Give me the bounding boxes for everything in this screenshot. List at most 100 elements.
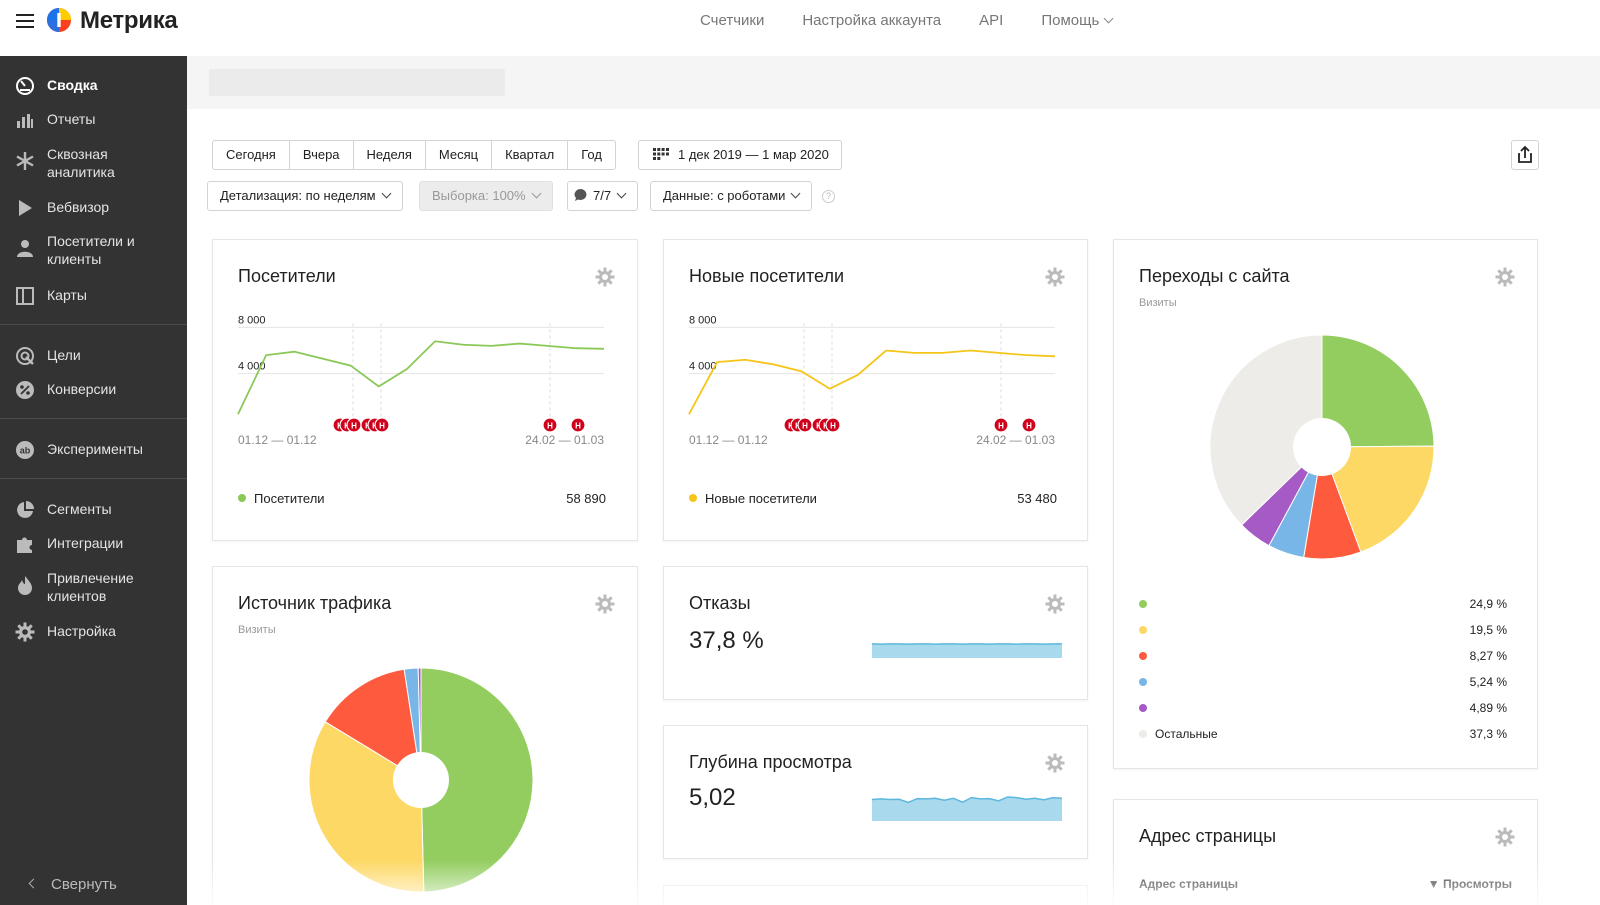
widget-title: Посетители — [238, 266, 336, 286]
widget-title: Отказы — [689, 593, 751, 613]
sidebar-collapse-button[interactable]: Свернуть — [28, 876, 117, 893]
legend-total: 58 890 — [566, 491, 606, 506]
chevron-left-icon — [28, 878, 39, 889]
menu-icon[interactable] — [16, 14, 34, 28]
widget-page-address: Адрес страницы Адрес страницы ▼ Просмотр… — [1113, 799, 1538, 905]
app-name[interactable]: Метрика — [80, 7, 178, 34]
flame-icon — [18, 576, 32, 595]
pie-icon — [17, 501, 34, 518]
sidebar-item-label: Посетители и клиенты — [47, 233, 135, 267]
period-month[interactable]: Месяц — [426, 141, 493, 169]
legend-pct: 8,27 % — [1469, 649, 1507, 663]
gear-icon[interactable] — [595, 267, 615, 287]
chevron-down-icon — [531, 188, 542, 199]
chevron-down-icon — [790, 188, 801, 199]
note-badge — [993, 417, 1009, 433]
sidebar-divider — [0, 324, 187, 325]
traffic-source-pie-chart — [308, 667, 534, 893]
ab-icon: ab — [16, 441, 34, 459]
referrals-legend: 24,9 % 19,5 % 8,27 % 5,24 % 4,89 % Остал… — [1139, 597, 1507, 753]
legend-item[interactable]: 19,5 % — [1139, 623, 1507, 649]
svg-text:ab: ab — [20, 446, 31, 456]
legend-item[interactable]: 8,27 % — [1139, 649, 1507, 675]
legend-item[interactable]: 4,89 % — [1139, 701, 1507, 727]
legend-new-visitors: Новые посетители 53 480 — [689, 491, 1057, 506]
nav-help[interactable]: Помощь — [1041, 12, 1114, 29]
date-range-label: 1 дек 2019 — 1 мар 2020 — [678, 147, 829, 162]
sparkline-area — [872, 643, 1062, 658]
pie-slice — [324, 668, 422, 781]
top-bar: Метрика Счетчики Настройка аккаунта API … — [0, 0, 1600, 56]
nav-counters[interactable]: Счетчики — [700, 12, 765, 29]
legend-item[interactable]: 24,9 % — [1139, 597, 1507, 623]
gear-icon[interactable] — [1045, 267, 1065, 287]
sidebar-item-label: Сегменты — [47, 501, 112, 517]
gear-icon[interactable] — [1045, 594, 1065, 614]
detail-dropdown[interactable]: Детализация: по неделям — [207, 181, 403, 211]
nav-api[interactable]: API — [979, 12, 1004, 29]
robots-dropdown[interactable]: Данные: с роботами — [650, 181, 813, 211]
legend-total: 53 480 — [1017, 491, 1057, 506]
note-badge — [825, 417, 841, 433]
speech-bubble-icon — [574, 188, 587, 201]
note-badge-label: Н — [547, 422, 553, 431]
referrals-pie-chart — [1209, 334, 1435, 560]
legend-dot — [689, 494, 697, 502]
help-icon[interactable]: ? — [822, 190, 835, 203]
sample-dropdown-label: Выборка: 100% — [432, 188, 526, 203]
series-line — [237, 340, 605, 415]
period-yesterday[interactable]: Вчера — [290, 141, 354, 169]
x-tick-label: 01.12 — 01.12 — [689, 433, 768, 447]
percent-icon — [16, 381, 34, 399]
period-week[interactable]: Неделя — [354, 141, 426, 169]
metrika-logo-icon[interactable] — [46, 7, 72, 33]
sample-dropdown[interactable]: Выборка: 100% — [419, 181, 553, 211]
legend-label: Посетители — [254, 491, 325, 506]
main-content: Сегодня Вчера Неделя Месяц Квартал Год 1… — [187, 56, 1600, 905]
sidebar-item-label: Цели — [47, 347, 81, 363]
gear-icon[interactable] — [1495, 827, 1515, 847]
sidebar-item-label: Эксперименты — [47, 441, 143, 457]
table-header-views[interactable]: ▼ Просмотры — [1427, 877, 1512, 891]
widget-title: Новые посетители — [689, 266, 845, 286]
date-range-button[interactable]: 1 дек 2019 — 1 мар 2020 — [638, 140, 842, 170]
legend-pct: 4,89 % — [1469, 701, 1507, 715]
widget-title: Источник трафика — [238, 593, 392, 613]
nav-help-label: Помощь — [1041, 12, 1100, 29]
nav-account-settings[interactable]: Настройка аккаунта — [802, 12, 942, 29]
x-tick-label: 24.02 — 01.03 — [525, 433, 604, 447]
legend-item[interactable]: Остальные 37,3 % — [1139, 727, 1507, 753]
legend-dot — [1139, 730, 1147, 738]
map-icon — [16, 287, 34, 305]
series-line — [688, 349, 1056, 415]
share-icon — [1518, 145, 1532, 163]
gear-icon[interactable] — [595, 594, 615, 614]
sidebar-item-label: Карты — [47, 287, 87, 303]
legend-pct: 19,5 % — [1469, 623, 1507, 637]
legend-dot — [238, 494, 246, 502]
widget-partial — [663, 885, 1088, 905]
table-header-page[interactable]: Адрес страницы — [1139, 877, 1238, 891]
period-year[interactable]: Год — [581, 147, 602, 162]
robots-dropdown-label: Данные: с роботами — [663, 188, 786, 203]
note-badge-label: Н — [830, 422, 836, 431]
period-quarter[interactable]: Квартал — [492, 141, 569, 169]
bounce-sparkline — [872, 643, 1062, 658]
gear-icon[interactable] — [1495, 267, 1515, 287]
widget-subtitle: Визиты — [1139, 297, 1177, 309]
legend-item[interactable]: 5,24 % — [1139, 675, 1507, 701]
legend-visitors: Посетители 58 890 — [238, 491, 606, 506]
puzzle-icon — [17, 537, 32, 553]
gear-icon[interactable] — [1045, 753, 1065, 773]
chevron-down-icon — [1103, 13, 1114, 24]
period-today[interactable]: Сегодня — [213, 141, 290, 169]
sidebar-collapse-label: Свернуть — [51, 876, 117, 893]
depth-value: 5,02 — [689, 784, 736, 811]
attribution-dropdown[interactable]: 7/7 — [567, 181, 639, 211]
legend-dot — [1139, 678, 1147, 686]
export-button[interactable] — [1511, 140, 1539, 170]
legend-dot — [1139, 600, 1147, 608]
